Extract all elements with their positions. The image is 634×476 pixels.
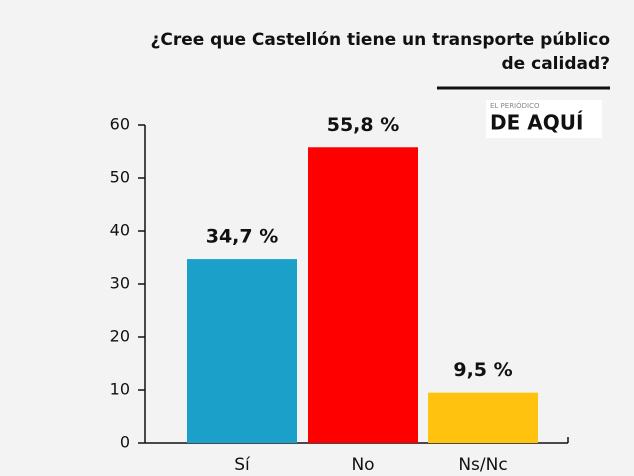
chart-title: de calidad? <box>502 54 611 74</box>
x-tick-label: Sí <box>234 455 251 475</box>
y-tick-label: 10 <box>110 380 130 399</box>
value-label: 34,7 % <box>206 226 279 248</box>
bar <box>428 392 538 443</box>
value-label: 9,5 % <box>453 359 512 381</box>
y-tick-label: 40 <box>110 221 130 240</box>
y-tick-label: 20 <box>110 327 130 346</box>
y-tick-label: 60 <box>110 115 130 134</box>
y-tick-label: 50 <box>110 168 130 187</box>
logo-box <box>486 100 602 138</box>
logo-main: DE AQUÍ <box>490 111 583 135</box>
value-label: 55,8 % <box>327 114 400 136</box>
bar <box>187 259 297 443</box>
y-tick-label: 30 <box>110 274 130 293</box>
y-tick-label: 0 <box>120 433 130 452</box>
chart-title: ¿Cree que Castellón tiene un transporte … <box>150 30 610 50</box>
bar <box>308 147 418 443</box>
x-tick-label: No <box>351 455 374 475</box>
logo-top: EL PERIÓDICO <box>490 101 540 110</box>
x-tick-label: Ns/Nc <box>458 455 507 475</box>
